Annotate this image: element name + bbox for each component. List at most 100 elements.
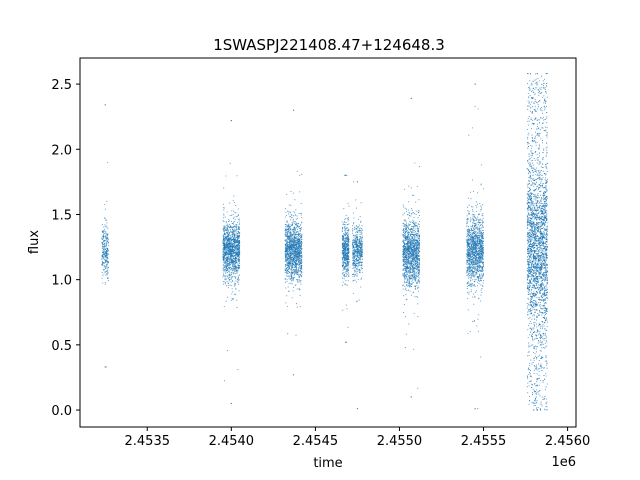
data-point (297, 269, 300, 271)
data-point (403, 231, 405, 233)
data-point (345, 221, 347, 223)
data-point (299, 234, 302, 237)
data-point (286, 295, 288, 297)
data-point (354, 279, 356, 281)
data-point (355, 259, 357, 261)
data-point (102, 246, 104, 248)
data-point (228, 241, 230, 243)
data-point (236, 299, 238, 301)
data-point (292, 266, 294, 269)
data-point (412, 212, 414, 214)
data-point (233, 244, 236, 246)
data-point (348, 256, 350, 258)
data-point (299, 191, 301, 193)
data-point (290, 253, 293, 255)
data-point (104, 266, 106, 268)
data-point (358, 239, 360, 241)
data-point (234, 282, 236, 284)
data-point (410, 215, 412, 217)
data-point (104, 250, 106, 252)
data-point (239, 267, 241, 269)
data-point (290, 227, 292, 229)
data-point (106, 248, 108, 250)
data-point (105, 237, 107, 239)
data-point (352, 273, 354, 275)
data-point (233, 235, 236, 237)
data-point (105, 245, 107, 247)
data-point (237, 258, 239, 260)
data-point (300, 244, 303, 246)
data-point (103, 234, 105, 236)
data-point (222, 276, 224, 278)
data-point (287, 261, 289, 263)
data-point (354, 275, 356, 277)
data-point (234, 283, 236, 285)
data-point (412, 219, 414, 221)
data-point (300, 239, 302, 241)
data-point (284, 265, 287, 267)
data-point (235, 287, 237, 289)
data-point (223, 187, 225, 189)
data-point (233, 255, 235, 257)
data-point (345, 217, 347, 219)
data-point (286, 193, 288, 195)
data-point (106, 237, 108, 240)
data-point (413, 194, 415, 196)
data-point (293, 254, 295, 256)
data-point (223, 207, 225, 209)
data-point (411, 232, 413, 234)
data-point (361, 246, 363, 248)
data-point (417, 247, 419, 249)
data-point (105, 250, 107, 252)
data-point (292, 192, 295, 194)
data-point (358, 248, 360, 250)
data-point (294, 251, 296, 253)
data-point (231, 297, 233, 299)
data-point (289, 236, 291, 238)
data-point (343, 274, 345, 276)
data-point (235, 257, 237, 259)
data-point (359, 251, 361, 254)
data-point (238, 254, 240, 256)
data-point (342, 284, 344, 286)
data-point (361, 224, 363, 227)
data-point (230, 235, 232, 237)
data-point (101, 258, 103, 261)
data-point (404, 271, 406, 273)
data-point (232, 275, 234, 277)
data-point (285, 211, 287, 214)
data-point (288, 252, 290, 254)
data-point (345, 259, 347, 261)
data-point (348, 266, 350, 268)
data-point (228, 270, 230, 272)
data-point (288, 271, 290, 273)
data-point (404, 253, 406, 255)
data-point (347, 265, 349, 267)
data-point (228, 249, 230, 251)
data-point (225, 232, 228, 234)
data-point (409, 215, 411, 217)
data-point (287, 237, 289, 239)
data-point (232, 265, 234, 267)
data-point (415, 265, 417, 267)
data-point (228, 248, 230, 250)
data-point (224, 279, 226, 281)
data-point (232, 232, 234, 234)
data-point (352, 255, 354, 257)
data-point (346, 233, 348, 235)
data-point (284, 269, 286, 271)
data-point (223, 240, 225, 242)
data-point (287, 238, 289, 240)
data-point (238, 277, 240, 279)
data-point (409, 278, 412, 280)
data-point (405, 248, 407, 250)
data-point (356, 228, 358, 230)
data-point (361, 258, 363, 260)
data-point (404, 251, 406, 253)
data-point (347, 264, 349, 266)
data-point (290, 239, 292, 241)
data-point (299, 251, 301, 253)
data-point (232, 266, 234, 268)
data-point (418, 243, 421, 245)
data-point (103, 264, 105, 266)
